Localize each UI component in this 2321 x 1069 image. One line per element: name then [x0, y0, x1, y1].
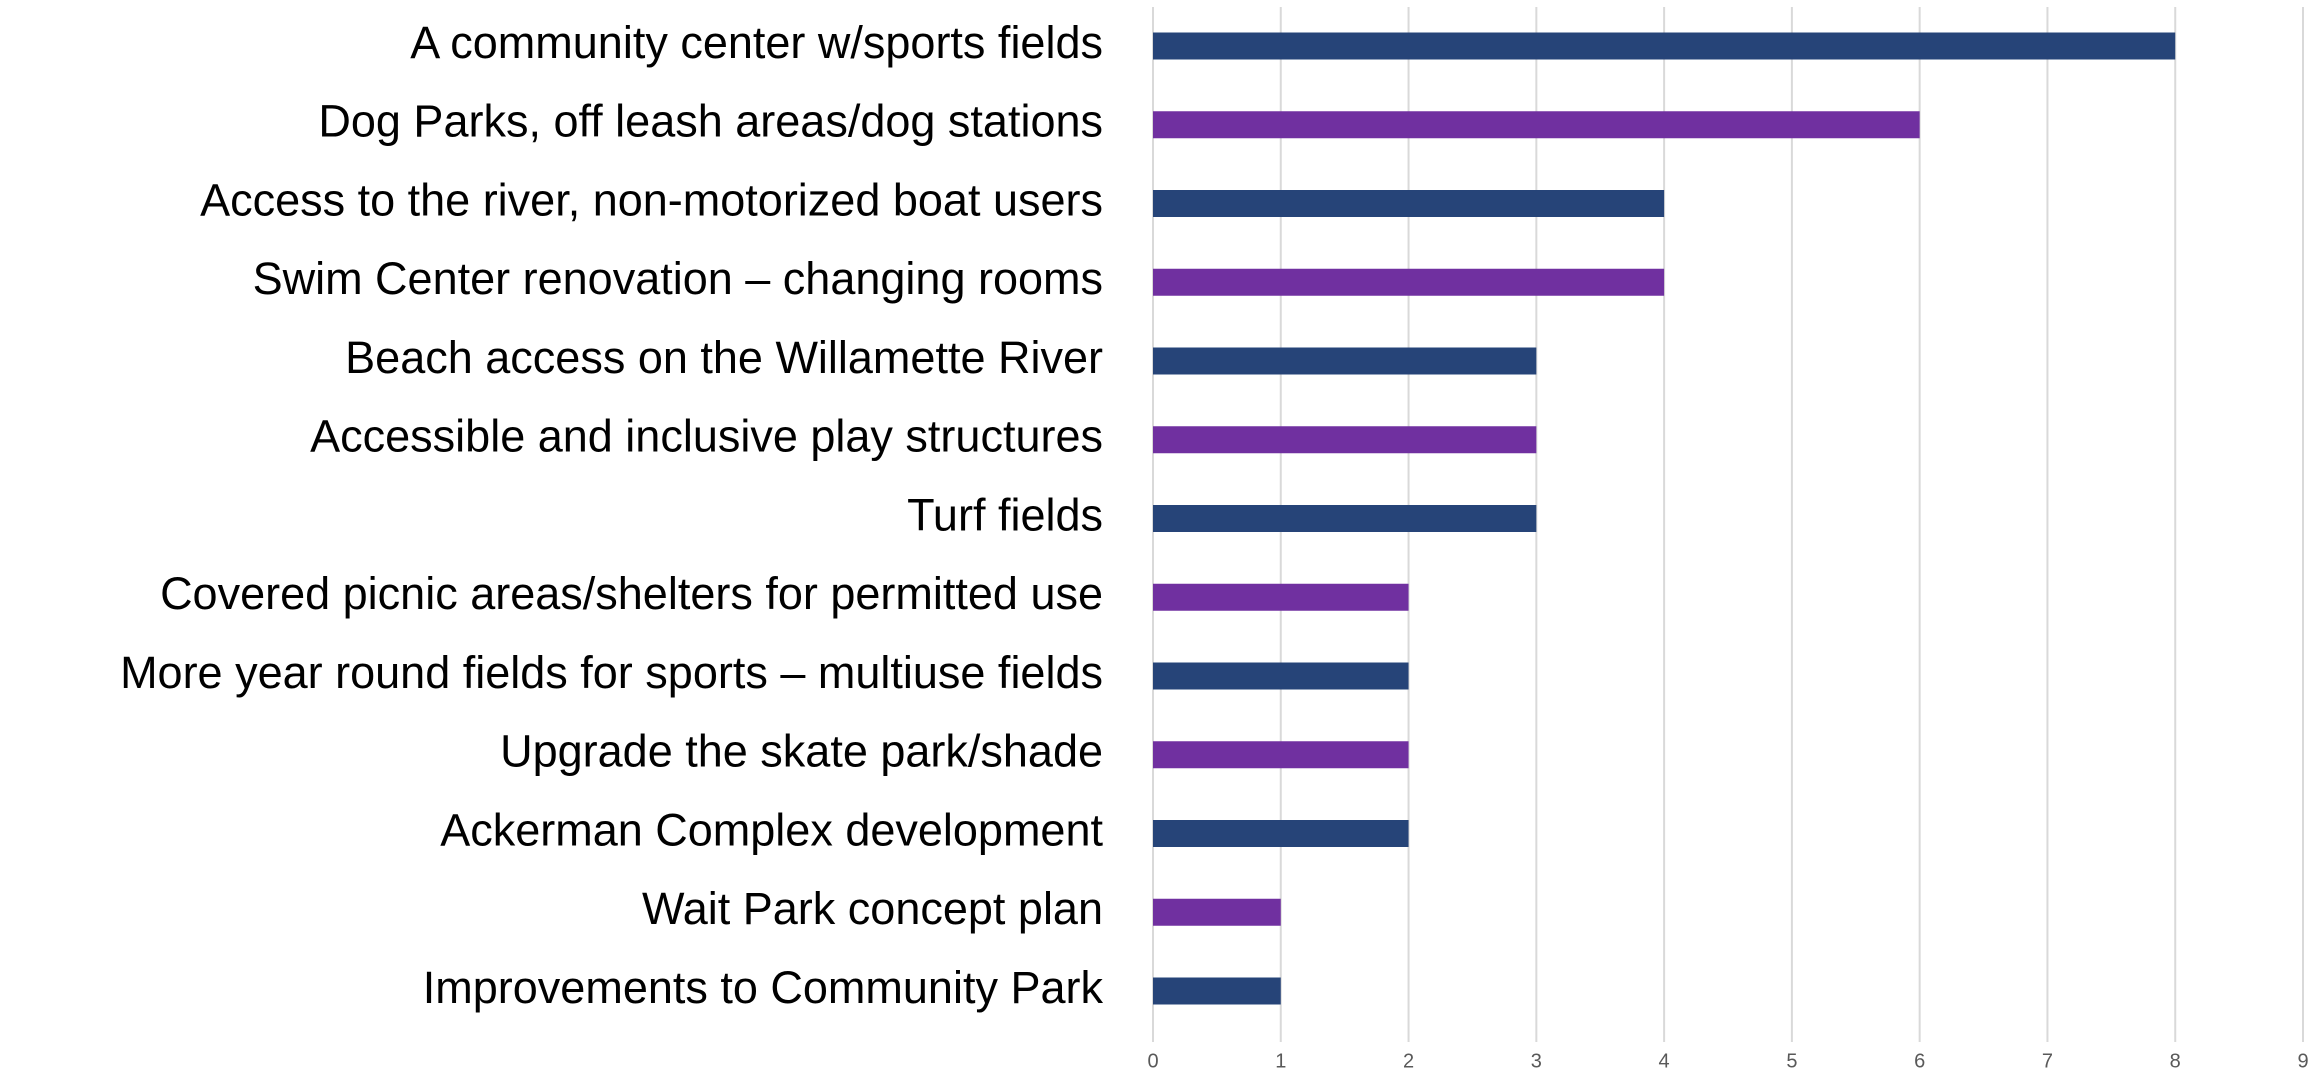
bar	[1153, 32, 2176, 60]
bar	[1153, 662, 1409, 690]
bar	[1153, 977, 1281, 1005]
bar	[1153, 583, 1409, 611]
x-tick-label: 1	[1275, 1050, 1286, 1069]
x-tick-label: 5	[1786, 1050, 1797, 1069]
x-tick-label: 8	[2170, 1050, 2181, 1069]
bar	[1153, 820, 1409, 847]
bar	[1153, 505, 1537, 532]
category-label: Improvements to Community Park	[423, 962, 1104, 1013]
x-tick-label: 0	[1147, 1050, 1158, 1069]
bar	[1153, 347, 1537, 375]
x-tick-label: 4	[1659, 1050, 1670, 1069]
bar	[1153, 268, 1665, 296]
category-label: Dog Parks, off leash areas/dog stations	[318, 96, 1103, 147]
x-tick-label: 9	[2297, 1050, 2308, 1069]
category-label: Ackerman Complex development	[440, 804, 1103, 855]
category-label: Wait Park concept plan	[642, 883, 1103, 934]
bar	[1153, 190, 1665, 217]
x-tick-label: 2	[1403, 1050, 1414, 1069]
category-label: A community center w/sports fields	[410, 17, 1103, 68]
x-tick-label: 3	[1531, 1050, 1542, 1069]
category-label: More year round fields for sports – mult…	[120, 647, 1103, 698]
bar	[1153, 111, 1920, 139]
bar	[1153, 426, 1537, 454]
category-label: Swim Center renovation – changing rooms	[253, 253, 1103, 304]
category-label: Turf fields	[907, 489, 1103, 540]
category-label: Access to the river, non-motorized boat …	[200, 174, 1103, 225]
x-tick-label: 7	[2042, 1050, 2053, 1069]
category-label: Accessible and inclusive play structures	[310, 411, 1103, 462]
category-label: Upgrade the skate park/shade	[500, 726, 1103, 777]
category-label: Covered picnic areas/shelters for permit…	[160, 568, 1103, 619]
x-tick-label: 6	[1914, 1050, 1925, 1069]
category-label: Beach access on the Willamette River	[345, 332, 1103, 383]
bar	[1153, 898, 1281, 926]
bar	[1153, 741, 1409, 769]
